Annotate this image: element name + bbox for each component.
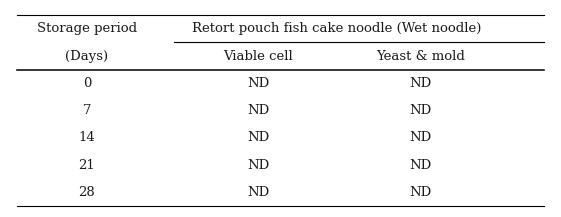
Text: ND: ND — [410, 159, 432, 172]
Text: ND: ND — [410, 186, 432, 199]
Text: 21: 21 — [79, 159, 95, 172]
Text: ND: ND — [410, 132, 432, 145]
Text: 0: 0 — [83, 77, 91, 90]
Text: Yeast & mold: Yeast & mold — [376, 50, 465, 63]
Text: Viable cell: Viable cell — [223, 50, 293, 63]
Text: (Days): (Days) — [66, 50, 108, 63]
Text: Storage period: Storage period — [37, 22, 137, 35]
Text: ND: ND — [247, 132, 269, 145]
Text: 7: 7 — [82, 104, 91, 117]
Text: 28: 28 — [79, 186, 95, 199]
Text: ND: ND — [410, 104, 432, 117]
Text: ND: ND — [247, 186, 269, 199]
Text: ND: ND — [247, 159, 269, 172]
Text: ND: ND — [410, 77, 432, 90]
Text: ND: ND — [247, 104, 269, 117]
Text: Retort pouch fish cake noodle (Wet noodle): Retort pouch fish cake noodle (Wet noodl… — [192, 22, 481, 35]
Text: 14: 14 — [79, 132, 95, 145]
Text: ND: ND — [247, 77, 269, 90]
